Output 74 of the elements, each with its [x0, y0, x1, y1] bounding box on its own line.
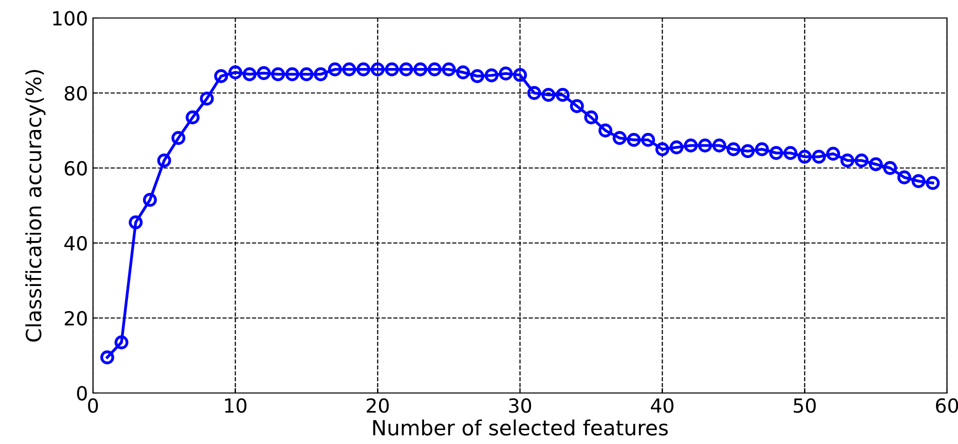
x-tick-label: 40: [650, 398, 674, 413]
point: [186, 110, 200, 124]
point: [883, 161, 898, 175]
point: [498, 66, 513, 80]
point: [428, 62, 442, 76]
point: [384, 62, 399, 76]
x-tick-label: 30: [509, 398, 532, 413]
point: [798, 150, 812, 164]
point: [598, 124, 612, 138]
point: [128, 215, 143, 230]
point: [698, 138, 712, 152]
point: [214, 69, 228, 84]
x-tick-label: 50: [794, 398, 816, 413]
point: [271, 67, 285, 82]
point: [912, 174, 926, 188]
point: [142, 192, 157, 207]
point: [612, 131, 627, 145]
point: [826, 146, 840, 161]
y-axis-title: Classification accuracy(%): [25, 70, 46, 342]
point: [314, 67, 328, 82]
point: [740, 144, 755, 158]
point: [285, 67, 300, 82]
x-tick-label: 20: [366, 398, 389, 413]
point: [171, 131, 186, 145]
y-tick-label: 80: [64, 86, 87, 101]
point: [726, 142, 740, 156]
point: [670, 140, 684, 154]
point: [342, 62, 356, 76]
point: [755, 142, 769, 156]
point: [684, 138, 698, 152]
point: [626, 132, 641, 147]
point: [641, 132, 656, 147]
point: [114, 335, 128, 350]
point: [256, 66, 271, 80]
point: [100, 350, 114, 364]
x-tick-label: 0: [88, 398, 98, 413]
point: [897, 170, 912, 184]
point: [242, 67, 257, 82]
point: [200, 92, 214, 106]
point: [413, 62, 428, 76]
y-tick-label: 20: [64, 310, 87, 326]
point: [812, 150, 826, 164]
point: [542, 88, 556, 102]
point: [513, 68, 527, 82]
point: [783, 146, 798, 160]
point: [712, 138, 726, 152]
x-tick-label: 60: [936, 398, 958, 413]
point: [356, 62, 370, 76]
point: [300, 67, 314, 82]
point: [328, 62, 342, 76]
point: [470, 69, 484, 84]
point: [456, 65, 470, 80]
point: [442, 62, 456, 76]
point: [854, 154, 869, 168]
point: [926, 176, 940, 190]
point: [868, 157, 883, 172]
point: [655, 142, 670, 156]
point: [484, 68, 498, 82]
y-tick-label: 0: [77, 386, 87, 401]
x-axis-title: Number of selected features: [373, 419, 668, 436]
y-tick-label: 40: [64, 236, 87, 251]
point: [399, 62, 414, 76]
point: [370, 62, 385, 76]
point: [570, 99, 584, 114]
point: [584, 110, 598, 124]
x-tick-label: 10: [225, 398, 246, 413]
point: [556, 88, 570, 102]
y-tick-label: 60: [64, 160, 87, 176]
y-tick-label: 100: [53, 10, 87, 26]
point: [769, 146, 784, 160]
point: [157, 154, 172, 168]
point: [527, 86, 542, 100]
point: [228, 65, 242, 80]
point: [840, 154, 854, 168]
